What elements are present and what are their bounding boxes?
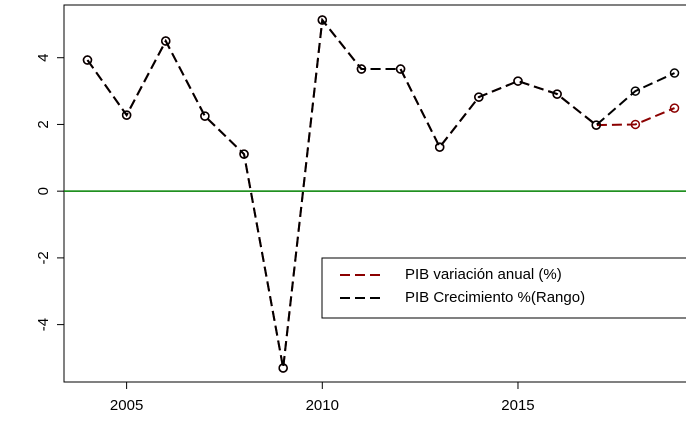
series-line <box>86 17 675 369</box>
point <box>669 68 680 78</box>
point <box>317 15 328 25</box>
point <box>278 363 288 373</box>
point <box>395 64 406 74</box>
y-tick-label: 0 <box>35 187 52 195</box>
legend-box <box>321 257 686 319</box>
point <box>200 111 210 121</box>
point <box>474 92 484 102</box>
x-tick-label: 2010 <box>306 397 339 414</box>
point <box>121 110 132 120</box>
point <box>669 103 680 113</box>
point <box>356 64 367 74</box>
legend-label: PIB Crecimiento %(Rango) <box>405 289 585 306</box>
point <box>82 55 93 65</box>
y-tick-label: 2 <box>35 120 52 128</box>
point <box>513 76 523 86</box>
x-tick-label: 2005 <box>110 397 143 414</box>
y-tick-label: -4 <box>35 318 52 331</box>
point <box>434 142 445 152</box>
plot-frame <box>63 4 686 383</box>
point <box>630 86 641 96</box>
point <box>591 120 601 130</box>
point <box>239 149 249 159</box>
point <box>161 36 171 46</box>
legend-label: PIB variación anual (%) <box>405 266 562 283</box>
point <box>552 89 562 99</box>
point <box>630 119 641 130</box>
x-tick-label: 2015 <box>501 397 534 414</box>
y-tick-label: 4 <box>35 54 52 62</box>
y-tick-label: -2 <box>35 251 52 264</box>
